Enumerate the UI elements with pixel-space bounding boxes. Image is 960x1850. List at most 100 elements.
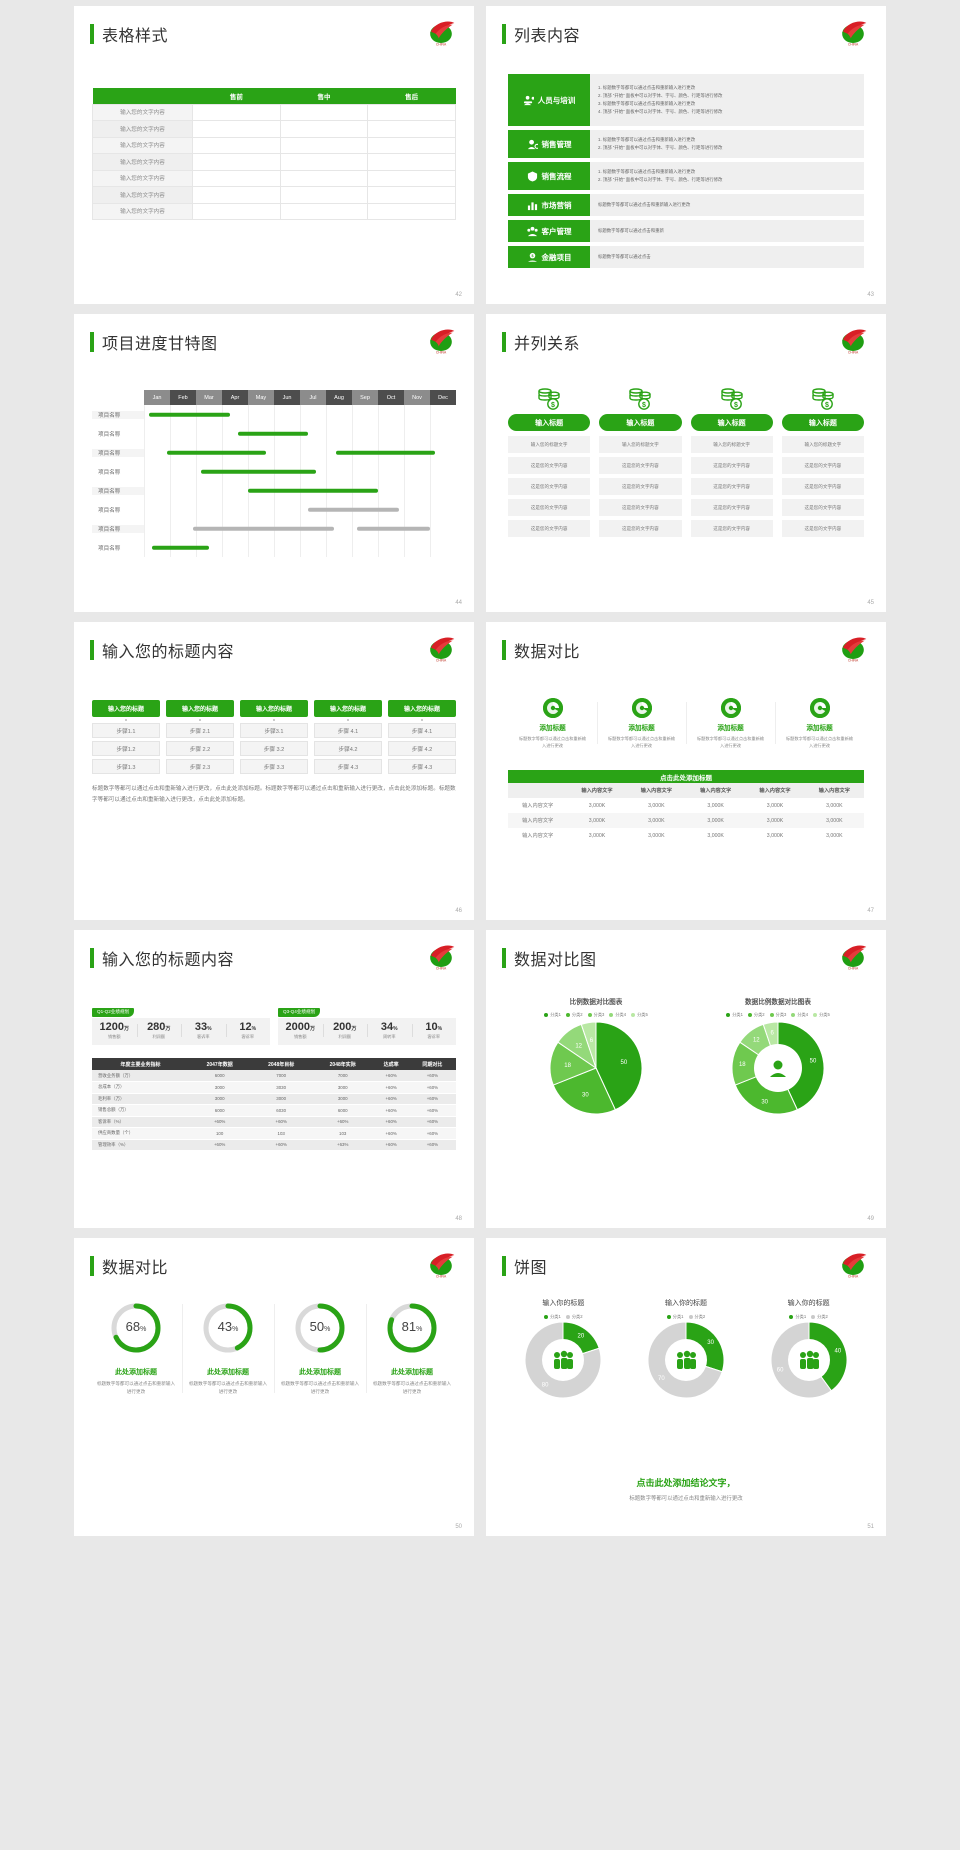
- list-item[interactable]: 销售管理 1. 标题数字等都可以通过点击和重新输入进行更改 2. 顶部 “开始” …: [508, 130, 864, 158]
- ring-group: 68% 此处添加标题 标题数字等都可以通过点击和重新输入进行更改 43% 此处添…: [90, 1300, 458, 1397]
- column-title-button[interactable]: 输入标题: [781, 414, 864, 431]
- column-title-button[interactable]: 输入标题: [508, 414, 591, 431]
- table-row: 输入内容文字 3,000K 3,000K 3,000K 3,000K 3,000K: [508, 828, 864, 843]
- step-cell[interactable]: 步骤1.2: [92, 741, 160, 756]
- column-cell[interactable]: 这是您的文字内容: [508, 499, 591, 516]
- gantt-bar[interactable]: [201, 469, 316, 474]
- legend-item: 分类2: [811, 1314, 828, 1320]
- slide-48[interactable]: 输入您的标题内容 CHINA 48 Q1-Q2业绩规划 1200万 销售额 28…: [74, 930, 474, 1228]
- column-cell[interactable]: 这是您的文字内容: [781, 478, 864, 495]
- gantt-row-label: 项目名称: [92, 410, 144, 419]
- step-cell[interactable]: 步骤 2.3: [166, 759, 234, 774]
- step-cell[interactable]: 步骤 3.2: [240, 741, 308, 756]
- gantt-month-nov: Nov: [404, 390, 430, 405]
- step-cell[interactable]: 步骤1.1: [92, 723, 160, 738]
- step-title-button[interactable]: 输入您的标题: [388, 700, 456, 717]
- column-cell[interactable]: 这是您的文字内容: [781, 499, 864, 516]
- pie-slice-5[interactable]: [580, 1022, 597, 1069]
- column-cell[interactable]: 这是您的文字内容: [690, 478, 773, 495]
- gantt-bar[interactable]: [357, 526, 430, 531]
- pie-slice-1[interactable]: [595, 1022, 642, 1111]
- column-cell[interactable]: 这是您的文字内容: [599, 499, 682, 516]
- list-item-tag-4[interactable]: 市场营销: [508, 194, 590, 216]
- slide-43[interactable]: 列表内容 CHINA 43 人员与培训 1. 标题数字等都可以通过点击和重新输入…: [486, 6, 886, 304]
- slide-49[interactable]: 数据对比图 CHINA 49 比例数据对比图表 分类1 分类2 分类3 分类4 分类5 5…: [486, 930, 886, 1228]
- table-cell: 3,000K: [626, 813, 686, 828]
- column-cell[interactable]: 这是您的文字内容: [690, 520, 773, 537]
- column-cell[interactable]: 输入您的标题文字: [690, 436, 773, 453]
- list-item[interactable]: 市场营销 标题数字等都可以通过点击和重新输入进行更改: [508, 194, 864, 216]
- legend-item: 分类1: [544, 1314, 561, 1320]
- slide-45[interactable]: 并列关系 CHINA 45 $ 输入标题 输入您的标题文字 这是您的文字内容 这是您的…: [486, 314, 886, 612]
- slide-44[interactable]: 项目进度甘特图 CHINA 44 Jan Feb Mar Apr May Jun Jul Aug…: [74, 314, 474, 612]
- column-cell[interactable]: 这是您的文字内容: [690, 499, 773, 516]
- column-cell[interactable]: 这是您的文字内容: [690, 457, 773, 474]
- slide-46[interactable]: 输入您的标题内容 CHINA 46 输入您的标题 步骤1.1 步骤1.2 步骤1.3 …: [74, 622, 474, 920]
- slide-47[interactable]: 数据对比 CHINA 47 添加标题 标题数字等都可以通过点击和重新输入进行更改…: [486, 622, 886, 920]
- step-cell[interactable]: 步骤 2.1: [166, 723, 234, 738]
- list-item[interactable]: 销售流程 1. 标题数字等都可以通过点击和重新输入进行更改 2. 顶部 “开始” …: [508, 162, 864, 190]
- column-cell[interactable]: 输入您的标题文字: [599, 436, 682, 453]
- list-item-tag-3[interactable]: 销售流程: [508, 162, 590, 190]
- list-item[interactable]: $ 金融项目 标题数字等都可以通过点击: [508, 246, 864, 268]
- step-cell[interactable]: 步骤 2.2: [166, 741, 234, 756]
- table-cell: +63%: [311, 1139, 374, 1151]
- kpi-tag: Q1-Q2业绩规划: [92, 1007, 135, 1017]
- list-item-tag-5[interactable]: 客户管理: [508, 220, 590, 242]
- step-cell[interactable]: 步骤 4.3: [388, 759, 456, 774]
- column-cell[interactable]: 这是您的文字内容: [599, 457, 682, 474]
- gantt-bar[interactable]: [193, 526, 334, 531]
- pie-chart-svg: 50 30 18 12 6: [550, 1022, 642, 1114]
- slide-42[interactable]: 表格样式 CHINA 42 售前 售中 售后 输入您的文字内容 输入您的文字内容 输入您的文…: [74, 6, 474, 304]
- step-cell[interactable]: 步骤 3.3: [240, 759, 308, 774]
- donut-slice-label: 40: [834, 1349, 841, 1355]
- company-logo-icon: CHINA: [430, 1253, 455, 1279]
- step-title-button[interactable]: 输入您的标题: [166, 700, 234, 717]
- table-cell: +60%: [373, 1093, 409, 1105]
- gantt-bar[interactable]: [336, 450, 436, 455]
- column-cell[interactable]: 这是您的文字内容: [599, 478, 682, 495]
- list-item-tag-2[interactable]: 销售管理: [508, 130, 590, 158]
- step-cell[interactable]: 步骤1.3: [92, 759, 160, 774]
- list-item-tag-1[interactable]: 人员与培训: [508, 74, 590, 126]
- gantt-bar[interactable]: [307, 507, 399, 512]
- table-header-cell: 售前: [192, 88, 281, 104]
- slide-number: 43: [867, 292, 874, 298]
- column-title-button[interactable]: 输入标题: [690, 414, 773, 431]
- column-title-button[interactable]: 输入标题: [599, 414, 682, 431]
- slide-50[interactable]: 数据对比 CHINA 50 68% 此处添加标题 标题数字等都可以通过点击和重新…: [74, 1238, 474, 1536]
- column-cell[interactable]: 这是您的文字内容: [599, 520, 682, 537]
- gantt-bar[interactable]: [149, 412, 230, 417]
- gantt-bar[interactable]: [237, 431, 308, 436]
- pie-slice-2[interactable]: [552, 1067, 616, 1114]
- list-item[interactable]: 人员与培训 1. 标题数字等都可以通过点击和重新输入进行更改 2. 顶部 “开始”…: [508, 74, 864, 126]
- step-cell[interactable]: 步骤 4.1: [388, 723, 456, 738]
- list-item-label: 人员与培训: [537, 95, 576, 105]
- step-title-button[interactable]: 输入您的标题: [314, 700, 382, 717]
- column-cell[interactable]: 这是您的文字内容: [508, 478, 591, 495]
- step-cell[interactable]: 步骤 4.2: [388, 741, 456, 756]
- table-cell: 3000: [311, 1081, 374, 1094]
- step-title-button[interactable]: 输入您的标题: [240, 700, 308, 717]
- column-cell[interactable]: 输入您的标题文字: [508, 436, 591, 453]
- list-item[interactable]: 客户管理 标题数字等都可以通过点击和重新: [508, 220, 864, 242]
- column-cell[interactable]: 这是您的文字内容: [508, 457, 591, 474]
- column-cell[interactable]: 这是您的文字内容: [781, 520, 864, 537]
- ring-heading: 此处添加标题: [299, 1369, 341, 1376]
- column-cell[interactable]: 这是您的文字内容: [781, 457, 864, 474]
- step-cell[interactable]: 步骤 4.1: [314, 723, 382, 738]
- gantt-bar[interactable]: [151, 545, 209, 550]
- step-title-button[interactable]: 输入您的标题: [92, 700, 160, 717]
- column-cell[interactable]: 输入您的标题文字: [781, 436, 864, 453]
- gantt-bar[interactable]: [167, 450, 267, 455]
- table-cell: 3,000K: [766, 832, 784, 839]
- table-cell: [367, 186, 456, 204]
- slide-number: 49: [867, 1216, 874, 1222]
- gantt-bar[interactable]: [247, 488, 378, 493]
- slide-51[interactable]: 饼图 CHINA 51 输入你的标题 分类1 分类2 20 80 输入你的标题 分类…: [486, 1238, 886, 1536]
- list-item-tag-6[interactable]: $ 金融项目: [508, 246, 590, 268]
- step-cell[interactable]: 步骤3.1: [240, 723, 308, 738]
- step-cell[interactable]: 步骤4.2: [314, 741, 382, 756]
- column-cell[interactable]: 这是您的文字内容: [508, 520, 591, 537]
- step-cell[interactable]: 步骤 4.3: [314, 759, 382, 774]
